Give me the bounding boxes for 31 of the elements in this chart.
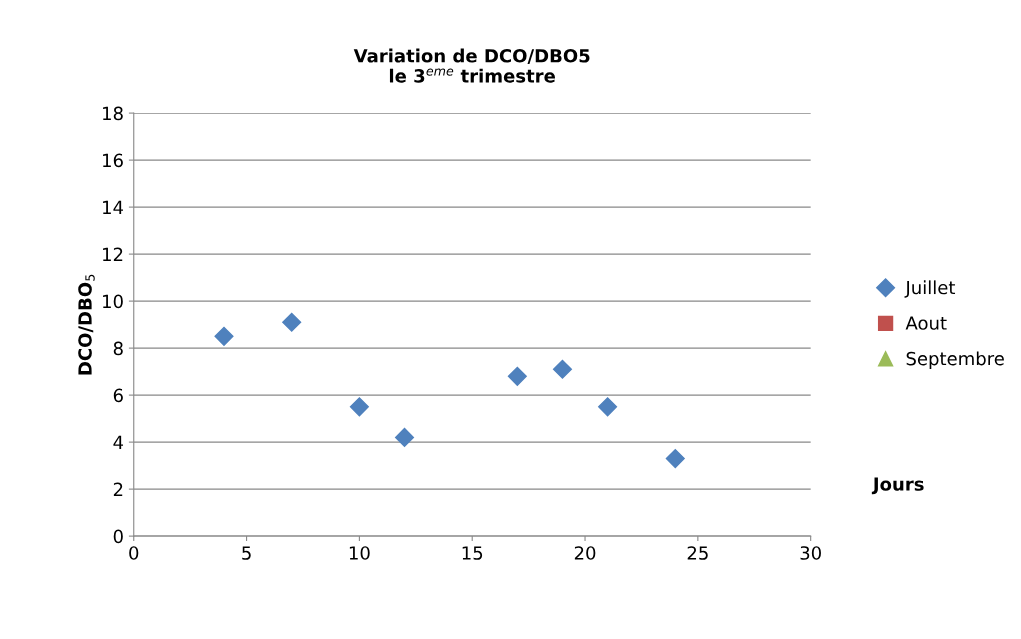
x-axis-title: Jours bbox=[871, 477, 924, 495]
y-axis-title: DCO/DBO$_{5}$ bbox=[78, 274, 95, 375]
y-tick-label: 10 bbox=[103, 294, 123, 309]
y-tick-label: 16 bbox=[103, 153, 123, 168]
x-tick-label: 15 bbox=[462, 546, 483, 560]
point bbox=[552, 359, 573, 379]
y-tick-label: 8 bbox=[113, 341, 123, 356]
point bbox=[214, 326, 234, 346]
x-tick-label: 25 bbox=[687, 546, 708, 560]
y-tick-label: 6 bbox=[113, 388, 123, 403]
y-tick-label: 18 bbox=[103, 106, 123, 121]
x-tick-label: 0 bbox=[129, 546, 139, 560]
y-tick-label: 12 bbox=[103, 247, 123, 261]
x-tick-label: 10 bbox=[349, 546, 370, 560]
y-tick-label: 14 bbox=[103, 200, 124, 214]
y-tick-label: 2 bbox=[113, 482, 123, 496]
x-tick-label: 5 bbox=[242, 546, 251, 560]
x-tick-label: 30 bbox=[800, 546, 821, 560]
point bbox=[349, 397, 369, 417]
y-tick-label: 0 bbox=[113, 529, 123, 544]
legend-label: Aout bbox=[905, 316, 947, 330]
point bbox=[665, 449, 685, 469]
point bbox=[598, 397, 618, 417]
chart-title: Variation de DCO/DBO5 le 3$^{eme}$ trimestre bbox=[353, 48, 590, 83]
legend-label: Juillet bbox=[904, 280, 956, 298]
x-tick-label: 20 bbox=[574, 546, 596, 560]
y-tick-label: 4 bbox=[113, 435, 124, 449]
point bbox=[282, 312, 302, 332]
legend-label: Septembre bbox=[906, 351, 1004, 369]
point bbox=[507, 366, 527, 386]
point bbox=[394, 427, 415, 447]
